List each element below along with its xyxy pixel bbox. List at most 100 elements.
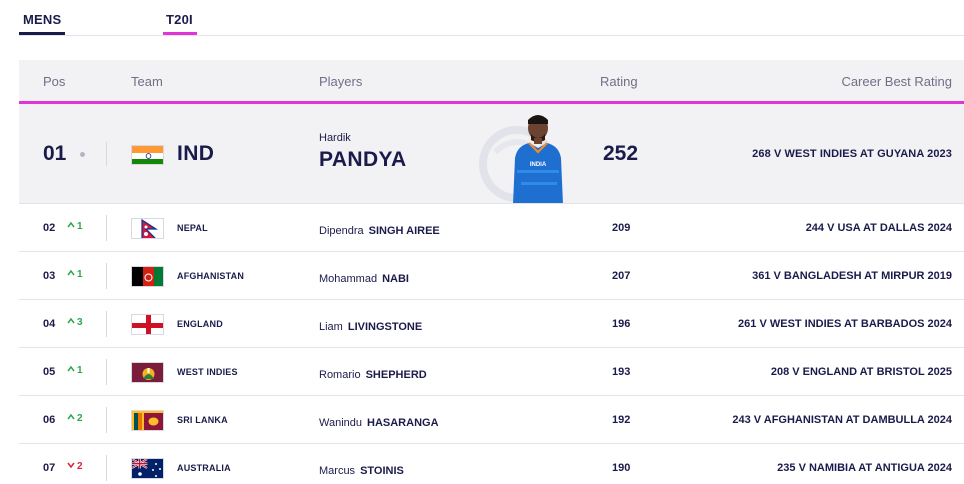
top-player-last-name: PANDYA [319,148,407,171]
row-position: 04 [43,318,56,330]
afghanistan-flag-icon [131,266,164,287]
tab-t20i-underline [163,32,197,35]
top-rating: 252 [603,142,639,165]
player-last-name: LIVINGSTONE [347,321,423,333]
team-name: WEST INDIES [177,367,238,377]
svg-text:INDIA: INDIA [530,162,547,168]
rating-value: 192 [612,414,631,426]
player-first-name: Marcus [319,465,356,477]
sri-lanka-flag-icon [131,410,164,431]
rank-change: 3 [67,317,83,328]
team-name: NEPAL [177,223,208,233]
row-position: 06 [43,414,56,426]
row-position: 05 [43,366,56,378]
player-name[interactable]: Liam LIVINGSTONE [319,321,422,333]
player-name[interactable]: Dipendra SINGH AIREE [319,225,440,237]
rank-change: 1 [67,269,83,280]
row-position: 02 [43,222,56,234]
team-name: AFGHANISTAN [177,271,245,281]
player-name[interactable]: Mohammad NABI [319,273,409,285]
player-last-name: SINGH AIREE [368,225,440,237]
divider [106,142,107,166]
career-best: 235 V NAMIBIA AT ANTIGUA 2024 [777,462,952,474]
table-row[interactable]: 05 1 WEST INDIES Romario SHEPHERD 193 208… [19,348,964,396]
player-photo: INDIA [513,115,563,203]
table-row[interactable]: 02 1 NEPAL Dipendra SINGH AIREE 209 244 V… [19,204,964,252]
tab-t20i-label: T20I [166,12,193,27]
top-ranked-row[interactable]: 01 IND Hardik PANDYA INDIA [19,104,964,204]
header-rating: Rating [600,74,638,89]
career-best: 243 V AFGHANISTAN AT DAMBULLA 2024 [732,414,952,426]
career-best: 208 V ENGLAND AT BRISTOL 2025 [770,366,952,378]
australia-flag-icon [131,458,164,479]
player-name[interactable]: Marcus STOINIS [319,465,404,477]
arrow-up-icon [67,317,75,324]
arrow-up-icon [67,221,75,228]
arrow-down-icon [67,462,75,469]
rating-value: 196 [612,318,631,330]
table-row[interactable]: 03 1 AFGHANISTAN Mohammad NABI 207 361 V … [19,252,964,300]
divider [106,455,107,481]
rank-change: 2 [67,461,83,472]
team-name: SRI LANKA [177,415,228,425]
player-first-name: Mohammad [319,273,378,285]
career-best: 244 V USA AT DALLAS 2024 [805,222,952,234]
top-career-best: 268 V WEST INDIES AT GUYANA 2023 [752,148,952,160]
player-last-name: STOINIS [360,465,404,477]
row-position: 07 [43,462,56,474]
player-name[interactable]: Romario SHEPHERD [319,369,427,381]
divider [106,311,107,337]
rankings-table: Pos Team Players Rating Career Best Rati… [19,60,964,484]
rating-value: 207 [612,270,631,282]
india-flag-icon [131,145,164,165]
top-team: IND [177,142,215,165]
west-indies-flag-icon [131,362,164,383]
arrow-up-icon [67,413,75,420]
player-name[interactable]: Wanindu HASARANGA [319,417,439,429]
arrow-up-icon [67,269,75,276]
rating-value: 190 [612,462,631,474]
rank-change-value: 1 [77,365,83,376]
player-first-name: Romario [319,369,361,381]
player-last-name: HASARANGA [367,417,439,429]
top-position: 01 [43,142,67,165]
header-players: Players [319,74,363,89]
arrow-up-icon [67,365,75,372]
rank-change-value: 2 [77,413,83,424]
divider [106,407,107,433]
tab-mens[interactable]: MENS [19,12,66,35]
table-row[interactable]: 04 3 ENGLAND Liam LIVINGSTONE 196 261 V W… [19,300,964,348]
rank-change: 2 [67,413,83,424]
career-best: 361 V BANGLADESH AT MIRPUR 2019 [752,270,952,282]
tab-mens-label: MENS [23,12,62,27]
tab-mens-underline [19,32,66,35]
rank-change-value: 3 [77,317,83,328]
team-name: ENGLAND [177,319,223,329]
player-first-name: Liam [319,321,343,333]
format-tabs: MENS T20I [19,0,964,36]
divider [106,215,107,241]
player-last-name: NABI [382,273,409,285]
team-name: AUSTRALIA [177,463,231,473]
top-player-first-name: Hardik [319,132,351,144]
rank-change: 1 [67,365,83,376]
divider [106,359,107,385]
divider [106,263,107,289]
tab-t20i[interactable]: T20I [163,12,197,35]
player-first-name: Dipendra [319,225,364,237]
rank-change-value: 1 [77,269,83,280]
rating-value: 193 [612,366,631,378]
england-flag-icon [131,314,164,335]
table-header: Pos Team Players Rating Career Best Rati… [19,60,964,104]
career-best: 261 V WEST INDIES AT BARBADOS 2024 [738,318,952,330]
table-row[interactable]: 06 2 SRI LANKA Wanindu HASARANGA 192 243 … [19,396,964,444]
rank-change-value: 1 [77,221,83,232]
rank-change-value: 2 [77,461,83,472]
rank-change: 1 [67,221,83,232]
table-row[interactable]: 07 2 AUSTRALIA Marcus STOINIS 190 [19,444,964,484]
player-first-name: Wanindu [319,417,363,429]
nepal-flag-icon [131,218,164,239]
player-last-name: SHEPHERD [365,369,427,381]
header-career-best: Career Best Rating [841,74,952,89]
header-pos: Pos [43,74,66,89]
